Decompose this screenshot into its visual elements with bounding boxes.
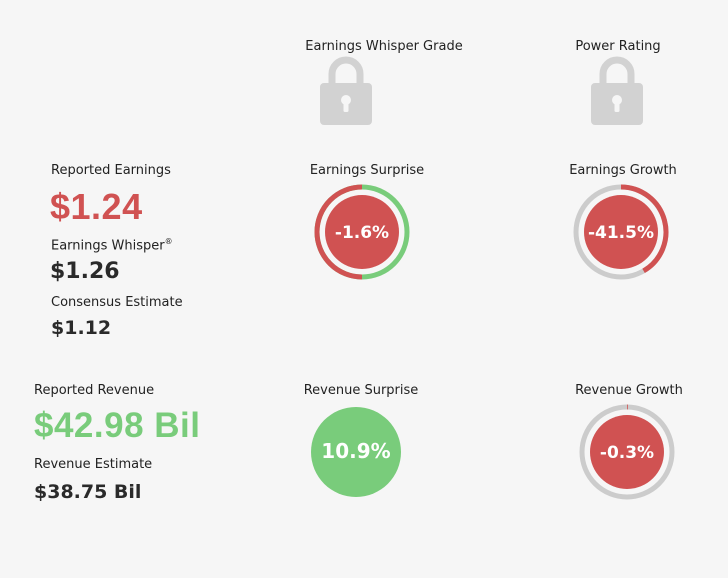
earnings-surprise-value: -1.6% — [335, 223, 389, 243]
revenue-growth-label: Revenue Growth — [575, 383, 683, 398]
earnings-surprise-label: Earnings Surprise — [309, 163, 425, 178]
earnings-growth-label: Earnings Growth — [569, 163, 677, 178]
earnings-whisper-value: $1.26 — [50, 259, 120, 284]
revenue-growth-value: -0.3% — [600, 443, 654, 463]
earnings-growth-arc — [620, 184, 669, 274]
lock-icon — [591, 56, 643, 125]
earnings-whisper-grade-label: Earnings Whisper Grade — [305, 39, 463, 54]
reported-revenue-label: Reported Revenue — [34, 383, 155, 398]
earnings-growth-value: -41.5% — [588, 223, 654, 243]
revenue-estimate-label: Revenue Estimate — [34, 457, 153, 472]
reported-revenue-value: $42.98 Bil — [34, 406, 201, 445]
consensus-estimate-value: $1.12 — [51, 317, 112, 339]
earnings-surprise-gauge: -1.6% — [314, 184, 410, 280]
earnings-growth-gauge: -41.5% — [573, 184, 669, 280]
revenue-estimate-value: $38.75 Bil — [34, 481, 142, 503]
lock-icon — [320, 56, 372, 125]
revenue-growth-gauge: -0.3% — [579, 404, 675, 500]
reported-earnings-value: $1.24 — [50, 186, 143, 227]
earnings-whisper-label: Earnings Whisper® — [51, 237, 173, 254]
consensus-estimate-label: Consensus Estimate — [51, 295, 183, 310]
reported-earnings-label: Reported Earnings — [51, 163, 171, 178]
revenue-surprise-gauge: 10.9% — [311, 407, 401, 497]
earnings-surprise-arc — [314, 184, 363, 280]
revenue-surprise-label: Revenue Surprise — [303, 383, 419, 398]
registered-mark: ® — [164, 237, 173, 246]
power-rating-label: Power Rating — [575, 39, 661, 54]
revenue-surprise-value: 10.9% — [321, 439, 390, 463]
